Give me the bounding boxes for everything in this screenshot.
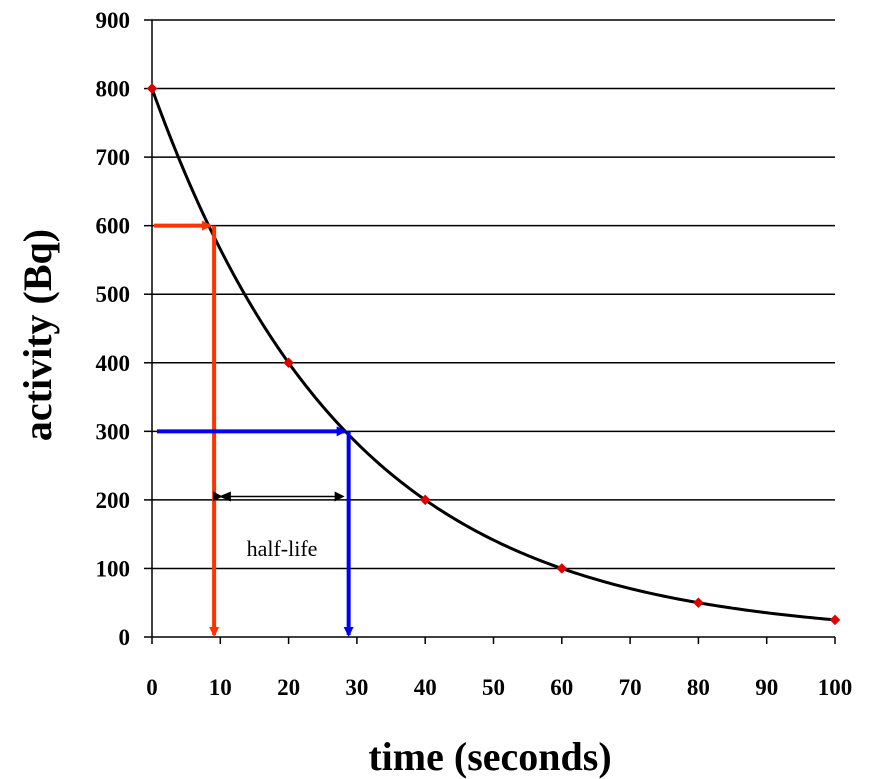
y-tick-label-400: 400 xyxy=(96,351,131,376)
tick-labels: 0 100 200 300 400 500 600 700 800 900 0 10 20 30 40 50 6… xyxy=(96,8,853,700)
x-tick-label-80: 80 xyxy=(687,675,710,700)
x-tick-label-0: 0 xyxy=(146,675,158,700)
data-points xyxy=(146,83,841,626)
data-point-40 xyxy=(419,494,431,506)
x-axis-title: time (seconds) xyxy=(368,734,611,779)
x-tick-label-70: 70 xyxy=(619,675,642,700)
annotations xyxy=(154,220,354,637)
x-tick-label-20: 20 xyxy=(277,675,300,700)
y-tick-label-600: 600 xyxy=(96,214,131,239)
x-tick-label-50: 50 xyxy=(482,675,505,700)
axes xyxy=(144,19,836,644)
y-tick-label-200: 200 xyxy=(96,488,131,513)
y-axis-title: activity (Bq) xyxy=(15,229,60,441)
y-tick-label-100: 100 xyxy=(96,556,131,581)
decay-curve-layer xyxy=(150,88,836,622)
x-tick-label-40: 40 xyxy=(414,675,437,700)
data-point-100 xyxy=(829,614,841,626)
data-point-0 xyxy=(146,83,158,94)
x-tick-label-30: 30 xyxy=(345,675,368,700)
data-point-60 xyxy=(556,563,568,574)
y-tick-label-900: 900 xyxy=(96,8,131,33)
y-tick-label-500: 500 xyxy=(96,282,131,307)
decay-curve xyxy=(150,88,836,622)
x-tick-label-10: 10 xyxy=(209,675,232,700)
x-tick-label-60: 60 xyxy=(550,675,573,700)
half-life-left-arrowhead xyxy=(218,491,231,502)
y-tick-label-800: 800 xyxy=(96,77,131,102)
y-tick-label-300: 300 xyxy=(96,419,131,444)
y-tick-label-0: 0 xyxy=(119,625,131,650)
x-tick-label-90: 90 xyxy=(755,675,778,700)
x-tick-label-100: 100 xyxy=(818,675,853,700)
data-point-80 xyxy=(693,597,704,609)
half-life-label: half-life xyxy=(247,536,318,561)
y-tick-label-700: 700 xyxy=(96,145,131,170)
data-point-20 xyxy=(283,357,294,369)
gridlines xyxy=(152,19,835,570)
